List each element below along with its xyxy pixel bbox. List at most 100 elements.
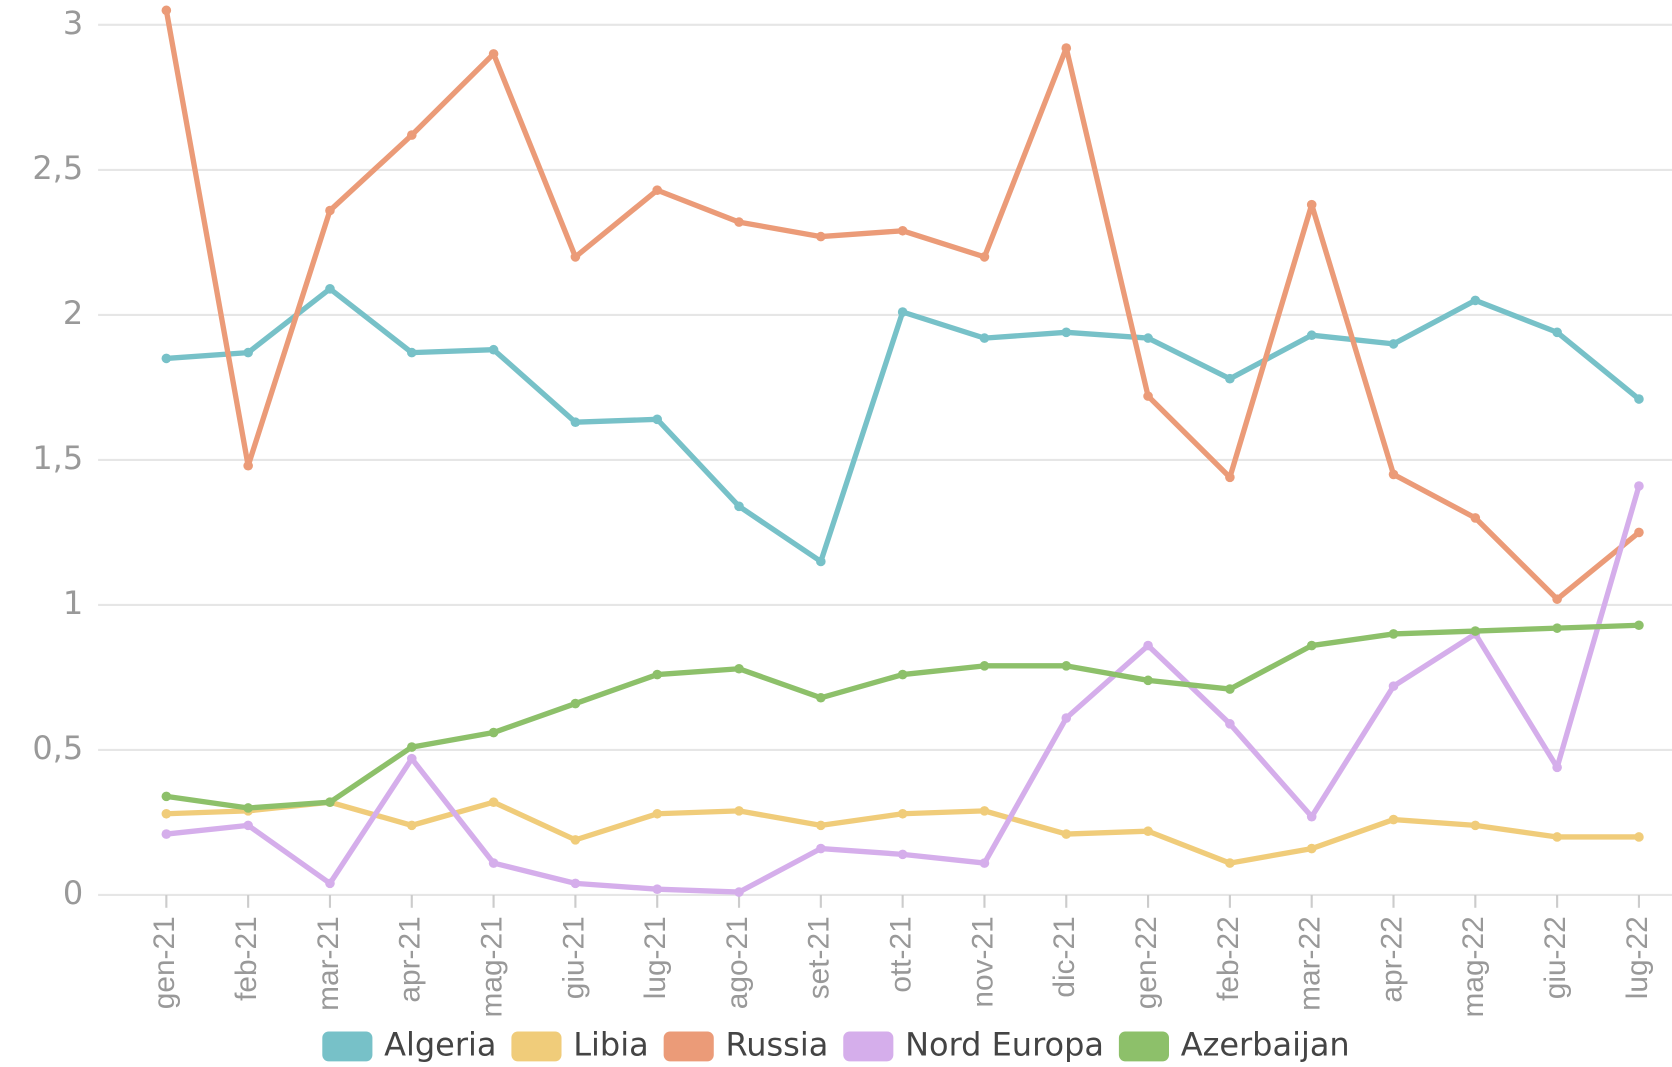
y-tick-label: 2 [63, 294, 83, 332]
data-point [243, 460, 253, 471]
data-point [1061, 327, 1072, 338]
x-tick-label: giu-21 [557, 916, 590, 999]
y-tick-label: 3 [63, 4, 83, 42]
data-point [734, 887, 744, 897]
data-point [1552, 762, 1562, 773]
line-series [163, 622, 1642, 811]
data-point [897, 808, 908, 819]
data-point [979, 806, 990, 816]
x-tick-label: lug-22 [1621, 916, 1654, 999]
x-tick-label: ago-21 [721, 916, 754, 1009]
data-point [1061, 829, 1072, 839]
data-point [243, 803, 253, 813]
data-point [325, 205, 335, 216]
y-tick-label: 2,5 [32, 149, 83, 187]
x-tick-label: feb-22 [1212, 916, 1245, 1001]
legend-label: Russia [725, 1025, 828, 1063]
data-point [488, 858, 499, 868]
data-point [897, 225, 908, 236]
data-point [897, 849, 908, 860]
data-point [979, 858, 990, 868]
x-tick-label: gen-22 [1130, 916, 1163, 1009]
data-point [1634, 527, 1644, 538]
data-point [979, 252, 990, 262]
line-series [163, 483, 1642, 895]
data-point [652, 414, 663, 425]
data-point [816, 231, 826, 242]
data-point [1306, 843, 1317, 854]
data-point [652, 185, 663, 195]
data-point [1061, 661, 1072, 671]
data-point [1225, 858, 1235, 868]
data-point [1470, 513, 1481, 523]
data-point [325, 284, 335, 294]
data-point [1552, 327, 1562, 338]
x-tick-label: feb-21 [230, 916, 263, 1001]
data-point [1634, 481, 1644, 491]
legend-swatch [843, 1031, 894, 1062]
legend-label: Nord Europa [905, 1025, 1104, 1063]
data-point [1306, 330, 1317, 341]
x-tick-label: mar-22 [1294, 916, 1327, 1011]
x-tick-label: lug-21 [639, 916, 672, 999]
data-point [1388, 469, 1399, 480]
data-point [243, 820, 253, 831]
data-point [1470, 295, 1481, 306]
x-tick-label: set-21 [803, 916, 836, 999]
data-point [406, 820, 417, 831]
data-point [816, 820, 826, 831]
data-point [488, 727, 499, 738]
data-point [1306, 640, 1317, 651]
x-tick-label: gen-21 [148, 916, 181, 1009]
data-point [1470, 626, 1481, 636]
data-point [1225, 472, 1235, 483]
legend-swatch [663, 1031, 714, 1062]
data-point [1143, 391, 1153, 401]
x-tick-label: mar-21 [312, 916, 345, 1011]
data-point [161, 353, 172, 364]
data-point [243, 347, 253, 358]
x-tick-label: apr-21 [394, 916, 427, 1002]
data-point [897, 307, 908, 317]
legend-swatch [322, 1031, 373, 1062]
data-point [1388, 681, 1399, 691]
data-point [1061, 43, 1072, 53]
data-point [734, 217, 744, 227]
data-point [325, 797, 335, 807]
data-point [1225, 373, 1235, 384]
data-point [1143, 640, 1153, 651]
data-point [1061, 713, 1072, 723]
data-point [734, 806, 744, 816]
data-point [816, 692, 826, 703]
data-point [406, 753, 417, 764]
x-tick-label: mag-21 [475, 916, 508, 1017]
data-point [488, 797, 499, 807]
y-tick-label: 1 [63, 584, 83, 622]
data-point [161, 829, 172, 839]
legend-swatch [1118, 1031, 1170, 1062]
data-point [897, 669, 908, 680]
x-tick-label: apr-22 [1375, 916, 1408, 1002]
data-point [1634, 394, 1644, 404]
data-point [570, 252, 581, 262]
data-point [1388, 814, 1399, 825]
data-point [488, 49, 499, 59]
x-tick-label: mag-22 [1457, 916, 1490, 1017]
y-tick-label: 0,5 [32, 729, 83, 767]
data-point [816, 843, 826, 854]
data-point [1306, 811, 1317, 822]
data-point [652, 808, 663, 819]
data-point [652, 884, 663, 894]
data-point [406, 347, 417, 358]
data-point [1306, 199, 1317, 210]
data-point [1143, 675, 1153, 686]
data-point [325, 878, 335, 889]
data-point [161, 791, 172, 802]
data-point [406, 742, 417, 752]
data-point [161, 5, 172, 16]
data-point [1143, 826, 1153, 836]
data-point [1388, 629, 1399, 639]
data-point [979, 661, 990, 671]
data-point [1225, 719, 1235, 729]
